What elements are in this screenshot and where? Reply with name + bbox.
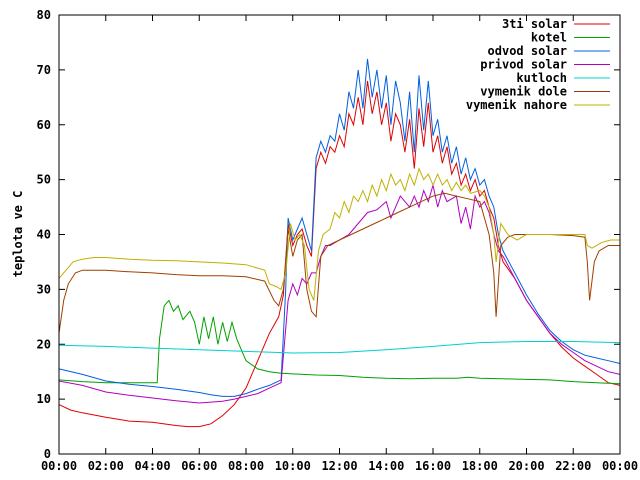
x-tick-label: 06:00	[181, 459, 217, 473]
legend-label: vymenik dole	[480, 85, 567, 99]
x-tick-label: 10:00	[275, 459, 311, 473]
y-tick-label: 40	[37, 228, 51, 242]
series-line-0	[58, 80, 621, 428]
y-tick-label: 60	[37, 118, 51, 132]
x-tick-label: 00:00	[41, 459, 77, 473]
y-tick-label: 20	[37, 337, 51, 351]
series-line-1	[58, 299, 621, 385]
plot-frame	[58, 14, 621, 455]
x-tick-label: 22:00	[555, 459, 591, 473]
y-tick-label: 70	[37, 63, 51, 77]
y-tick-label: 50	[37, 173, 51, 187]
legend-label: 3ti solar	[502, 17, 567, 31]
series-line-2	[58, 58, 621, 397]
y-tick-label: 30	[37, 282, 51, 296]
x-tick-label: 14:00	[368, 459, 404, 473]
y-tick-label: 80	[37, 8, 51, 22]
y-axis-label: teplota ve C	[11, 191, 25, 278]
x-tick-label: 20:00	[508, 459, 544, 473]
axis-ticks: 00:00 02:00 04:00 06:00 08:00 10:00 12:00 14:00…	[37, 8, 639, 473]
x-tick-label: 12:00	[321, 459, 357, 473]
legend-label: kotel	[531, 31, 567, 45]
legend-label: privod solar	[480, 58, 567, 72]
x-tick-label: 02:00	[88, 459, 124, 473]
x-tick-label: 04:00	[134, 459, 170, 473]
series-line-4	[58, 341, 621, 354]
x-tick-label: 00:00	[602, 459, 638, 473]
x-tick-label: 16:00	[415, 459, 451, 473]
series-line-3	[58, 184, 621, 404]
series-lines	[58, 58, 621, 428]
series-line-6	[58, 167, 620, 301]
x-tick-label: 08:00	[228, 459, 264, 473]
series-line-5	[58, 192, 620, 334]
legend-label: vymenik nahore	[466, 98, 567, 112]
legend-label: kutloch	[516, 71, 567, 85]
y-tick-label: 0	[44, 447, 51, 461]
x-tick-label: 18:00	[462, 459, 498, 473]
legend-label: odvod solar	[488, 44, 567, 58]
y-tick-label: 10	[37, 392, 51, 406]
